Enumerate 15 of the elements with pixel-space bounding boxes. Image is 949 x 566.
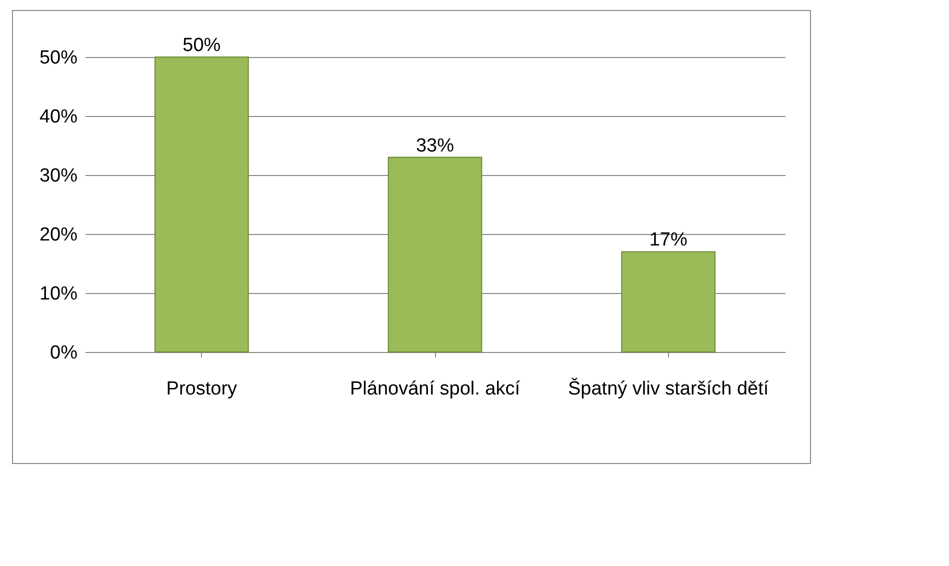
bar [388,156,482,352]
x-tick-label: Plánování spol. akcí [350,378,521,400]
y-tick-label: 20% [39,224,78,246]
x-tick-label: Špatný vliv starších dětí [568,378,770,400]
y-tick-label: 30% [39,166,78,186]
bar [154,56,249,352]
y-tick-label: 0% [50,342,78,364]
bar [621,251,716,352]
x-tick-label: Prostory [166,378,238,400]
y-tick-label: 10% [39,284,78,304]
data-label: 17% [649,230,688,251]
y-tick-label: 40% [39,106,78,128]
y-tick-label: 50% [39,48,78,68]
data-label: 50% [182,35,221,56]
data-label: 33% [416,135,454,156]
